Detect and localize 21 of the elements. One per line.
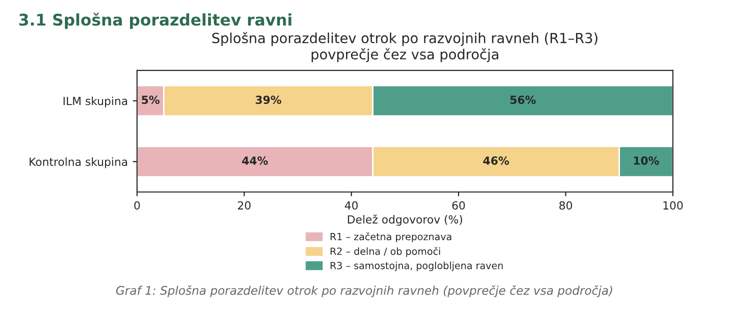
data-label: 10% xyxy=(634,156,660,165)
legend-label: R1 – začetna prepoznava xyxy=(330,232,452,242)
x-tick-label: 40 xyxy=(344,201,358,210)
x-axis-title: Delež odgovorov (%) xyxy=(348,214,462,226)
legend-label: R2 – delna / ob pomoči xyxy=(330,247,440,257)
x-tick-label: 100 xyxy=(663,201,683,210)
data-label: 56% xyxy=(510,96,536,104)
data-label: 46% xyxy=(483,156,509,165)
x-tick-label: 80 xyxy=(559,201,572,210)
chart-title: Splošna porazdelitev otrok po razvojnih ravneh (R1–R3) povprečje čez vsa področja xyxy=(212,32,598,62)
legend-label: R3 – samostojna, poglobljena raven xyxy=(330,262,503,272)
data-label: 44% xyxy=(242,156,268,165)
x-tick-label: 60 xyxy=(452,201,465,210)
data-label: 39% xyxy=(256,96,282,104)
x-tick-label: 20 xyxy=(238,201,251,210)
text: 3.1 Splošna porazdelitev ravni xyxy=(19,12,292,29)
y-tick-label: Kontrolna skupina xyxy=(30,157,128,168)
y-tick-label: ILM skupina xyxy=(64,96,128,108)
text: Graf 1: Splošna porazdelitev otrok po razvojnih ravneh (povprečje čez vsa področja) xyxy=(116,285,612,298)
x-tick-label: 0 xyxy=(134,201,140,210)
data-label: 5% xyxy=(142,96,160,104)
